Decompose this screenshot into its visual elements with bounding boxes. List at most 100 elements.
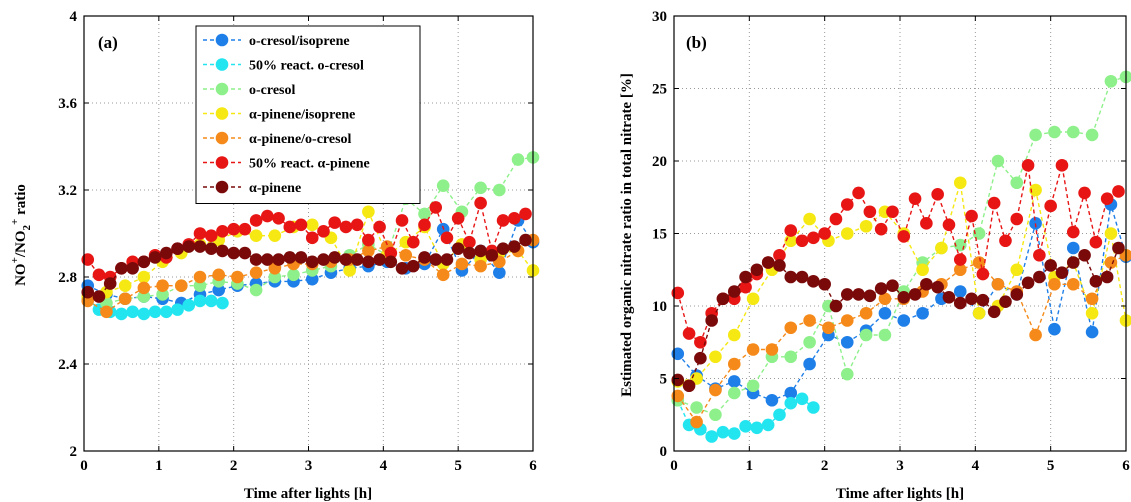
data-point [160,305,173,319]
data-point [690,415,703,429]
data-point [999,234,1012,248]
data-point [739,420,752,433]
data-point [784,270,798,284]
legend-marker [215,156,229,169]
data-point [987,305,1001,319]
data-point [874,222,888,236]
data-point [953,285,967,298]
data-point [429,201,443,214]
data-point [1100,270,1114,284]
data-point [507,211,521,225]
data-point [1085,306,1099,320]
data-point [942,291,956,304]
data-point [171,303,184,316]
x-tick-label: 6 [1122,458,1130,474]
data-point [395,214,409,227]
x-tick-label: 2 [230,458,238,474]
y-title-sub: 2 [21,224,33,230]
data-point [807,231,820,245]
data-point [1010,288,1024,301]
x-tick-label: 0 [670,458,678,474]
data-point [750,421,764,435]
data-point [761,418,775,432]
data-point [935,241,948,255]
data-point [784,350,798,364]
data-point [249,253,263,266]
data-point [1104,256,1118,269]
data-point [193,227,207,240]
data-point [193,240,207,253]
legend: o-cresol/isoprene 50% react. o-cresol o-cr… [195,25,421,204]
data-point [1010,212,1024,226]
data-point [317,253,330,266]
data-point [852,288,865,301]
data-point [1010,176,1024,190]
data-point [965,209,978,223]
y-tick-label: 15 [652,227,667,243]
x-tick-label: 1 [155,458,163,474]
data-point [137,307,151,321]
data-point [1066,125,1080,139]
data-point [739,280,752,294]
y-title-part: /NO [13,230,29,258]
data-point [886,279,899,293]
data-point [750,263,764,277]
data-point [908,288,922,301]
data-point [216,225,229,238]
legend-item: α-pinene [203,180,301,196]
data-point [204,242,218,256]
data-point [859,328,873,342]
data-point [727,375,741,388]
data-point [972,306,986,320]
legend-marker [215,58,229,71]
data-point [519,207,532,221]
data-point [399,248,413,262]
y-tick-label: 30 [652,9,667,25]
data-point [81,285,95,299]
data-point [227,222,240,236]
data-point [1119,314,1131,327]
data-point [507,240,521,253]
data-point [1112,241,1125,255]
data-point [418,207,431,221]
data-point [249,229,263,242]
data-point [863,205,877,219]
data-point [1029,183,1042,197]
data-point [103,277,117,290]
data-point [1066,277,1080,291]
panel-b-chart: 0 1 2 3 4 5 6 0 5 10 15 20 25 30 (b) Time after light… [619,9,1131,502]
legend-label: 50% react. o-cresol [249,59,364,74]
data-point [727,357,741,371]
data-point [878,306,892,320]
data-point [455,257,469,271]
data-point [204,229,218,242]
data-point [874,282,888,295]
panel-a-x-axis-title: Time after lights [h] [244,486,372,502]
data-point [182,298,196,312]
data-point [803,314,816,327]
x-tick-label: 3 [305,458,313,474]
legend-item: α-pinene/o-cresol [203,131,352,147]
data-point [953,176,967,190]
data-point [840,314,854,327]
data-point [474,181,487,195]
data-point [705,430,718,443]
data-point [773,408,786,422]
data-point [216,296,229,310]
data-point [965,292,978,306]
data-point [1089,235,1103,249]
y-title-part: NO [13,263,29,286]
data-point [137,255,151,269]
data-point [886,205,899,219]
data-point [92,290,106,303]
data-point [878,328,892,342]
legend-label: o-cresol/isoprene [249,34,350,49]
y-tick-label: 4 [70,9,78,25]
data-point [115,307,128,321]
data-point [671,373,685,387]
data-point [1021,276,1035,290]
data-point [739,270,752,284]
data-point [305,218,319,232]
data-point [474,244,487,258]
